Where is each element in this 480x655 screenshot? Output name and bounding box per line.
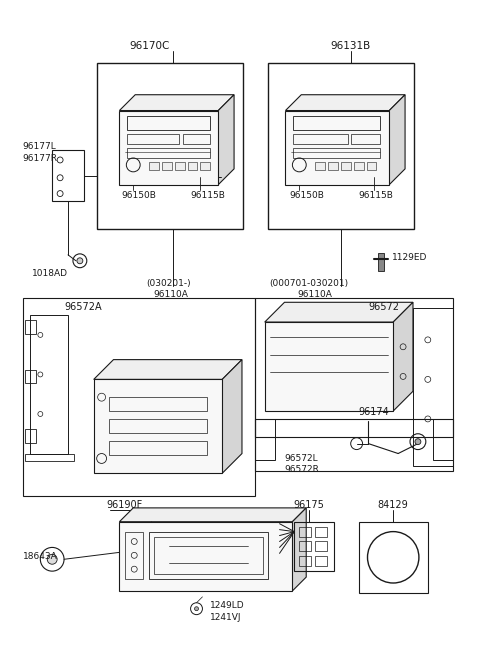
Circle shape — [194, 607, 199, 610]
Text: 96175: 96175 — [294, 500, 324, 510]
Bar — [341, 162, 351, 170]
Bar — [183, 134, 210, 144]
Polygon shape — [389, 95, 405, 185]
Bar — [149, 532, 268, 579]
Bar — [378, 253, 384, 271]
Polygon shape — [120, 95, 234, 111]
Bar — [359, 522, 428, 593]
Bar — [300, 556, 311, 566]
Bar — [354, 162, 363, 170]
Bar — [120, 111, 218, 185]
Text: 96110A: 96110A — [297, 290, 332, 299]
Bar — [315, 162, 325, 170]
Bar — [255, 419, 453, 437]
Bar — [201, 162, 210, 170]
Text: 96177R: 96177R — [23, 154, 58, 163]
Bar — [24, 369, 36, 383]
Bar — [127, 117, 210, 130]
Bar — [294, 522, 334, 571]
Bar — [96, 63, 243, 229]
Text: (030201-): (030201-) — [146, 278, 191, 288]
Bar — [23, 298, 255, 496]
Bar — [24, 320, 36, 334]
Text: 96110A: 96110A — [153, 290, 188, 299]
Polygon shape — [264, 303, 413, 322]
Bar — [300, 527, 311, 536]
Bar — [293, 117, 380, 130]
Polygon shape — [218, 95, 234, 185]
Bar — [127, 134, 179, 144]
Text: 96572R: 96572R — [285, 466, 319, 474]
Bar — [300, 542, 311, 552]
Text: 96150B: 96150B — [121, 191, 156, 200]
Text: 1129ED: 1129ED — [392, 253, 428, 262]
Text: 1241VJ: 1241VJ — [210, 612, 242, 622]
Bar — [162, 162, 172, 170]
Text: 18643A: 18643A — [23, 552, 57, 561]
Bar — [293, 148, 380, 158]
Text: 96170C: 96170C — [129, 41, 169, 51]
Bar — [127, 148, 210, 158]
Bar — [175, 162, 185, 170]
Bar — [108, 397, 207, 411]
Bar — [94, 379, 222, 474]
Bar — [255, 419, 275, 460]
Bar — [108, 441, 207, 455]
Text: (000701-030201): (000701-030201) — [270, 278, 349, 288]
Bar — [149, 162, 159, 170]
Polygon shape — [292, 508, 306, 591]
Bar — [264, 322, 393, 411]
Bar — [286, 111, 389, 185]
Circle shape — [415, 439, 421, 445]
Circle shape — [77, 258, 83, 264]
Text: 96190F: 96190F — [107, 500, 143, 510]
Bar — [268, 63, 414, 229]
Bar — [30, 315, 68, 453]
Bar — [24, 453, 74, 461]
Polygon shape — [120, 508, 306, 522]
Text: 96115B: 96115B — [191, 191, 226, 200]
Polygon shape — [393, 303, 413, 411]
Circle shape — [47, 554, 57, 564]
Text: 96572A: 96572A — [64, 303, 102, 312]
Text: 96115B: 96115B — [359, 191, 394, 200]
Bar — [120, 522, 292, 591]
Bar — [315, 556, 327, 566]
Bar — [24, 429, 36, 443]
Text: 96174: 96174 — [359, 407, 389, 417]
Text: 96150B: 96150B — [289, 191, 324, 200]
Bar — [188, 162, 197, 170]
Text: 84129: 84129 — [378, 500, 408, 510]
Bar — [367, 162, 376, 170]
Polygon shape — [94, 360, 242, 379]
Polygon shape — [286, 95, 405, 111]
Bar — [125, 532, 143, 579]
Bar — [108, 419, 207, 433]
Bar — [315, 527, 327, 536]
Text: 96572L: 96572L — [285, 453, 318, 462]
Bar — [351, 134, 380, 144]
Text: 96177L: 96177L — [23, 142, 56, 151]
Bar — [255, 298, 453, 472]
Bar — [433, 419, 453, 460]
Bar — [413, 309, 453, 466]
Text: 1249LD: 1249LD — [210, 601, 245, 610]
Text: 1018AD: 1018AD — [33, 269, 69, 278]
Bar — [315, 542, 327, 552]
Bar — [154, 536, 263, 574]
Bar — [328, 162, 338, 170]
Polygon shape — [222, 360, 242, 474]
Bar — [293, 134, 348, 144]
Text: 96131B: 96131B — [331, 41, 371, 51]
Bar — [52, 150, 84, 202]
Text: 96572: 96572 — [369, 303, 399, 312]
